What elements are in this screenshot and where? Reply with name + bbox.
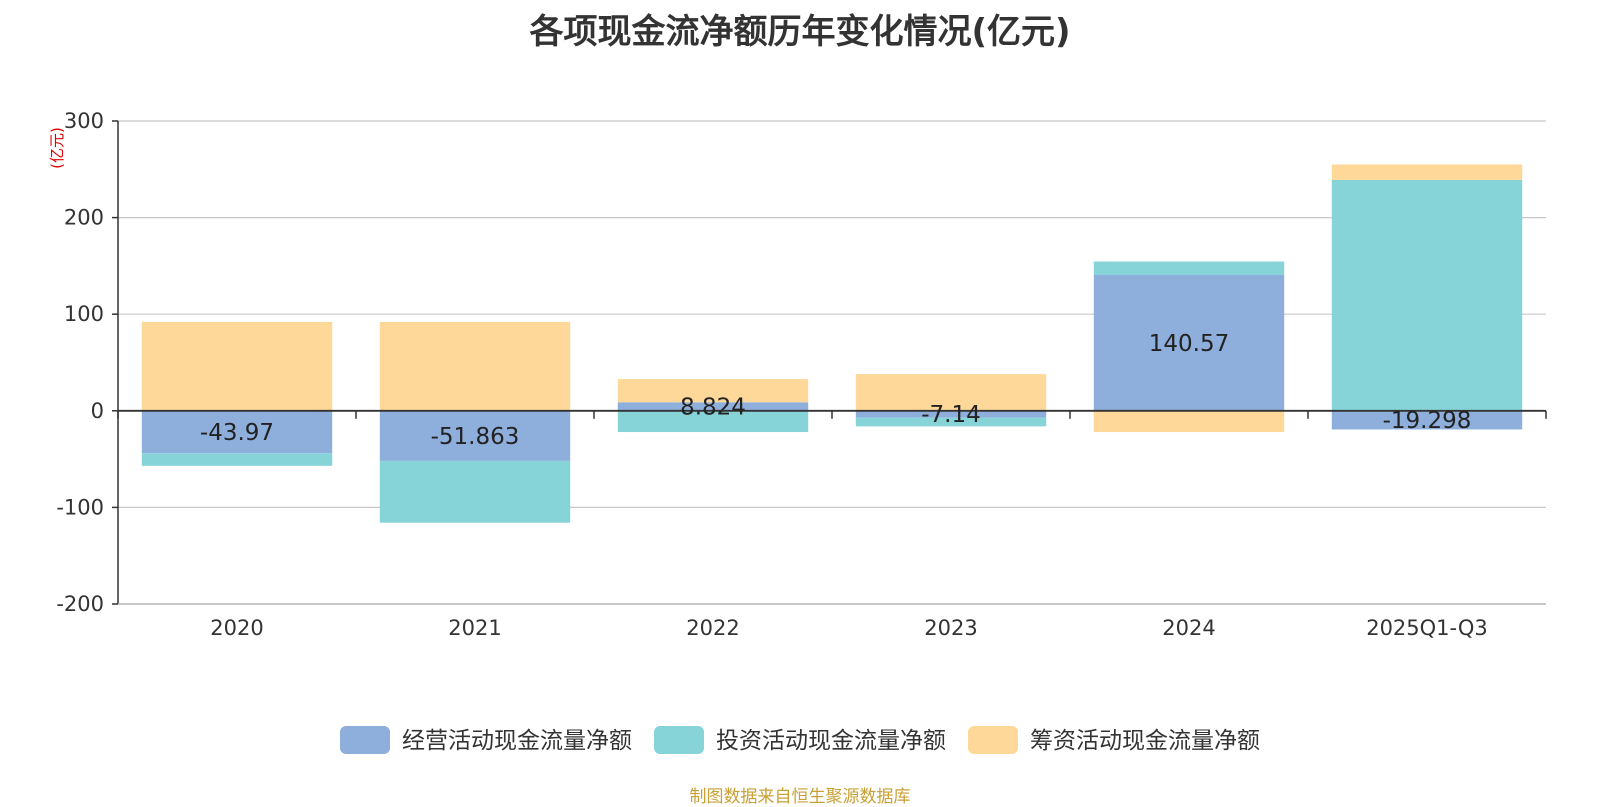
bar-2022-series-3 bbox=[617, 379, 809, 403]
bar-2024-series-2 bbox=[1093, 261, 1285, 276]
source-note: 制图数据来自恒生聚源数据库 bbox=[689, 787, 911, 807]
legend-label-2: 投资活动现金流量净额 bbox=[716, 728, 946, 754]
x-tick-label: 2024 bbox=[1162, 616, 1215, 640]
data-label: 8.824 bbox=[680, 395, 746, 421]
legend-swatch-2 bbox=[654, 726, 704, 754]
y-tick-label: 100 bbox=[64, 302, 104, 326]
bars bbox=[141, 164, 1523, 523]
data-label: -43.97 bbox=[200, 420, 274, 446]
bar-2023-series-1 bbox=[855, 410, 1047, 418]
x-tick-label: 2023 bbox=[924, 616, 977, 640]
axes: 300 200 100 0 -100 -200 (亿元) 2020 2021 2022 2023 20… bbox=[48, 109, 1547, 640]
data-label: -7.14 bbox=[921, 402, 981, 428]
bar-2024-series-1 bbox=[1093, 275, 1285, 411]
legend[interactable]: 经营活动现金流量净额 投资活动现金流量净额 筹资活动现金流量净额 bbox=[340, 726, 1260, 754]
bar-2025Q1-Q3-series-3 bbox=[1331, 164, 1523, 180]
bar-2022-series-2 bbox=[617, 410, 809, 433]
legend-label-1: 经营活动现金流量净额 bbox=[402, 728, 632, 754]
x-tick-label: 2025Q1-Q3 bbox=[1366, 616, 1488, 640]
bar-2024-series-3 bbox=[1093, 410, 1285, 433]
data-labels: -43.97 -51.863 8.824 -7.14 140.57 -19.298 bbox=[200, 331, 1471, 450]
data-label: -19.298 bbox=[1383, 408, 1472, 434]
legend-swatch-1 bbox=[340, 726, 390, 754]
grid-lines bbox=[118, 120, 1546, 605]
y-tick-label: -100 bbox=[56, 495, 104, 519]
y-axis-unit-label: (亿元) bbox=[48, 127, 66, 169]
y-tick-label: -200 bbox=[56, 592, 104, 616]
x-tick-label: 2020 bbox=[210, 616, 263, 640]
bar-2025Q1-Q3-series-1 bbox=[1331, 410, 1523, 430]
bar-2020-series-1 bbox=[141, 410, 333, 454]
data-label: -51.863 bbox=[431, 424, 520, 450]
bar-2021-series-1 bbox=[379, 410, 571, 461]
data-label: 140.57 bbox=[1149, 331, 1229, 357]
bar-2020-series-2 bbox=[141, 453, 333, 466]
bar-2022-series-1 bbox=[617, 402, 809, 411]
chart-title: 各项现金流净额历年变化情况(亿元) bbox=[529, 12, 1071, 52]
y-tick-label: 200 bbox=[64, 206, 104, 230]
legend-label-3: 筹资活动现金流量净额 bbox=[1030, 728, 1260, 754]
bar-2025Q1-Q3-series-2 bbox=[1331, 179, 1523, 411]
x-tick-label: 2022 bbox=[686, 616, 739, 640]
bar-2020-series-3 bbox=[141, 321, 333, 411]
bar-2023-series-3 bbox=[855, 374, 1047, 411]
y-tick-label: 300 bbox=[64, 109, 104, 133]
bar-2021-series-3 bbox=[379, 321, 571, 411]
bar-2021-series-2 bbox=[379, 460, 571, 523]
y-tick-label: 0 bbox=[91, 399, 104, 423]
legend-swatch-3 bbox=[968, 726, 1018, 754]
x-tick-label: 2021 bbox=[448, 616, 501, 640]
bar-2023-series-2 bbox=[855, 417, 1047, 427]
